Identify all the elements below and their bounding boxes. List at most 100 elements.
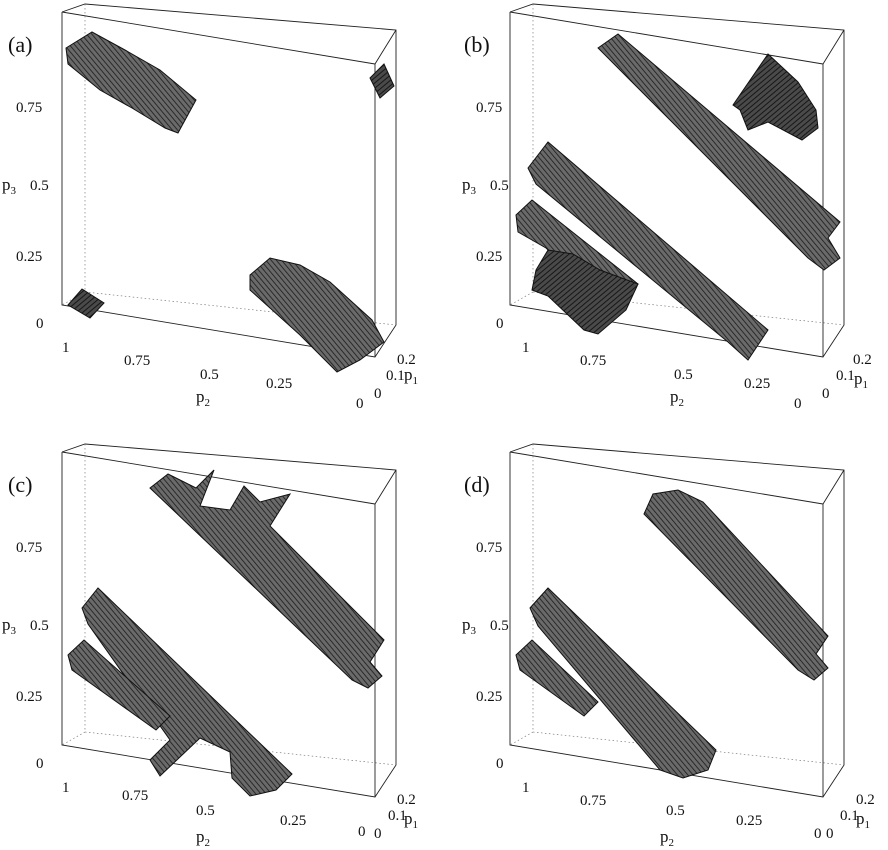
y-tick: 0.25 (16, 689, 42, 705)
svg-text:p3: p3 (462, 175, 477, 197)
bounding-box (509, 443, 845, 798)
y-tick: 0.75 (16, 540, 42, 556)
panel-label: (a) (8, 32, 32, 57)
panel-a: (a) 0.75 0.5 0.25 0 p3 1 0.75 0.5 0.25 0… (2, 3, 418, 412)
x-axis-main: p (660, 827, 669, 846)
y-axis-sub: 3 (11, 185, 17, 197)
y-axis-sub: 3 (471, 185, 477, 197)
y-tick: 0 (496, 316, 504, 332)
y-axis-name: p3 (462, 175, 477, 197)
y-axis-main: p (462, 175, 471, 194)
y-tick: 0.75 (476, 100, 502, 116)
x-axis-name: p2 (660, 827, 674, 849)
x-tick: 0.5 (196, 803, 215, 819)
z-axis-main: p (856, 809, 865, 828)
y-axis-main: p (2, 175, 11, 194)
z-axis-ticks: 0.2 0.1 0 (374, 352, 416, 402)
panel-d: (d) 0.75 0.5 0.25 0 p3 1 0.75 0.5 0.25 0… (462, 443, 875, 849)
x-tick: 0.75 (124, 353, 150, 369)
z-axis-main: p (404, 809, 413, 828)
x-axis-sub: 2 (669, 837, 675, 849)
x-tick: 0 (358, 824, 366, 840)
x-tick: 1 (522, 780, 530, 796)
panel-label: (b) (464, 32, 490, 57)
x-tick: 0 (356, 396, 364, 412)
y-axis-ticks: 0.75 0.5 0.25 0 (16, 540, 49, 772)
z-axis-sub: 1 (413, 819, 419, 831)
x-tick: 0.25 (280, 813, 306, 829)
y-axis-main: p (462, 615, 471, 634)
z-tick: 0.1 (388, 808, 407, 824)
z-tick: 0.2 (856, 792, 875, 808)
x-tick: 1 (62, 340, 70, 356)
z-axis-main: p (854, 369, 863, 388)
y-tick: 0 (36, 316, 44, 332)
svg-text:p1: p1 (404, 365, 418, 387)
panel-label: (d) (464, 472, 490, 497)
z-axis-ticks: 0.2 0.1 0 (826, 792, 875, 842)
x-tick: 0.5 (674, 367, 693, 383)
svg-text:p2: p2 (196, 827, 210, 849)
surface-patches (515, 33, 841, 361)
y-tick: 0 (496, 756, 504, 772)
surface-patches (67, 469, 385, 797)
z-axis-main: p (404, 365, 413, 384)
y-tick: 0.25 (16, 249, 42, 265)
x-axis-name: p2 (670, 387, 684, 409)
x-axis-sub: 2 (679, 397, 685, 409)
y-axis-ticks: 0.75 0.5 0.25 0 (476, 100, 509, 332)
y-tick: 0.5 (490, 618, 509, 634)
x-axis-ticks: 1 0.75 0.5 0.25 0 (522, 340, 802, 412)
z-tick: 0.1 (836, 368, 855, 384)
svg-text:p1: p1 (404, 809, 418, 831)
x-tick: 0.5 (666, 803, 685, 819)
y-axis-name: p3 (462, 615, 477, 637)
z-tick: 0.1 (386, 368, 405, 384)
y-tick: 0.75 (476, 540, 502, 556)
x-tick: 0 (814, 826, 822, 842)
y-tick: 0.5 (30, 618, 49, 634)
z-axis-sub: 1 (863, 379, 869, 391)
y-tick: 0.75 (16, 100, 42, 116)
z-axis-name: p1 (404, 365, 418, 387)
z-axis-name: p1 (404, 809, 418, 831)
z-axis-name: p1 (856, 809, 870, 831)
z-tick: 0.2 (853, 352, 872, 368)
svg-text:p1: p1 (856, 809, 870, 831)
svg-text:p2: p2 (670, 387, 684, 409)
y-tick: 0 (36, 756, 44, 772)
z-tick: 0 (826, 826, 834, 842)
z-axis-name: p1 (854, 369, 868, 391)
x-axis-main: p (196, 387, 205, 406)
z-tick: 0 (374, 826, 382, 842)
x-axis-name: p2 (196, 387, 210, 409)
y-axis-sub: 3 (11, 625, 17, 637)
x-tick: 0.25 (736, 813, 762, 829)
svg-text:p3: p3 (2, 175, 17, 197)
z-tick: 0.2 (397, 792, 416, 808)
z-tick: 0 (374, 386, 382, 402)
x-axis-sub: 2 (205, 397, 211, 409)
y-axis-ticks: 0.75 0.5 0.25 0 (476, 540, 509, 772)
x-axis-ticks: 1 0.75 0.5 0.25 0 (62, 780, 366, 840)
svg-text:p3: p3 (462, 615, 477, 637)
z-axis-ticks: 0.2 0.1 0 (822, 352, 872, 402)
y-tick: 0.25 (476, 689, 502, 705)
surface-patches (515, 489, 829, 779)
x-tick: 0.25 (744, 376, 770, 392)
x-axis-sub: 2 (205, 837, 211, 849)
z-axis-sub: 1 (413, 375, 419, 387)
y-tick: 0.5 (490, 178, 509, 194)
y-axis-ticks: 0.75 0.5 0.25 0 (16, 100, 49, 332)
z-tick: 0 (822, 386, 830, 402)
x-tick: 0 (794, 396, 802, 412)
panel-label: (c) (8, 472, 32, 497)
x-axis-ticks: 1 0.75 0.5 0.25 0 (522, 780, 822, 842)
x-tick: 0.25 (266, 376, 292, 392)
y-tick: 0.25 (476, 249, 502, 265)
panel-c: (c) 0.75 0.5 0.25 0 p3 1 0.75 0.5 0.25 0… (2, 443, 418, 849)
y-axis-main: p (2, 615, 11, 634)
panel-b: (b) 0.75 0.5 0.25 0 p3 1 0.75 0.5 0.25 0… (462, 3, 872, 412)
x-axis-ticks: 1 0.75 0.5 0.25 0 (62, 340, 364, 412)
